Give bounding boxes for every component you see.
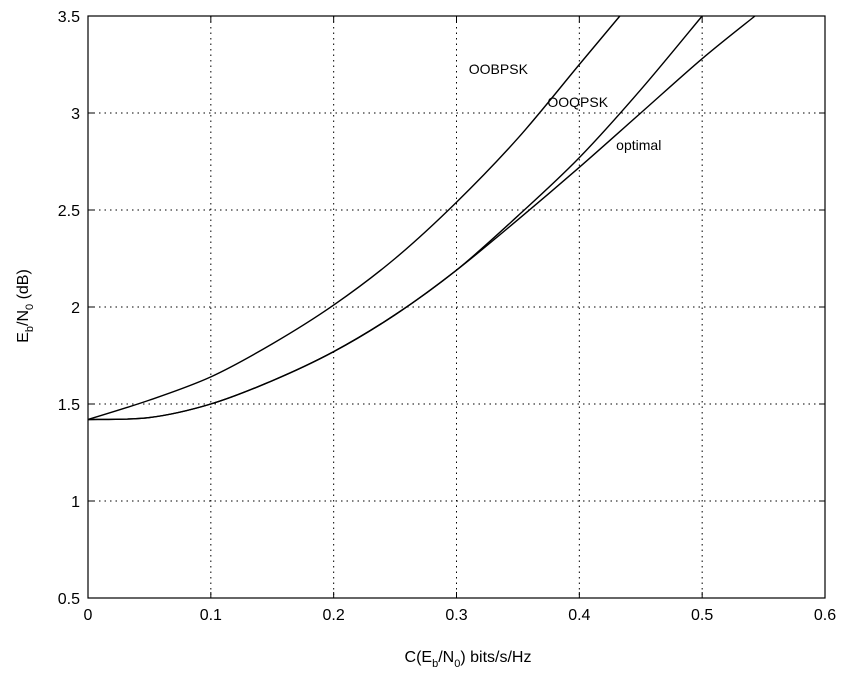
x-tick-label: 0.6 <box>814 607 836 624</box>
x-tick-label: 0.5 <box>691 607 713 624</box>
y-axis-label-pre: E <box>15 332 32 343</box>
grid-layer <box>88 16 825 598</box>
y-tick-label: 1 <box>71 494 80 511</box>
y-tick-label: 3 <box>71 106 80 123</box>
y-axis-label-sub2: 0 <box>24 304 36 310</box>
x-axis-label-sub2: 0 <box>454 658 460 670</box>
y-axis-label-mid: /N <box>15 310 32 326</box>
curve-label-oobpsk: OOBPSK <box>469 61 529 77</box>
y-axis-label-sub1: b <box>24 326 36 332</box>
x-axis-label-post: ) bits/s/Hz <box>460 649 531 666</box>
y-axis-label: Eb/N0 (dB) <box>15 269 36 343</box>
x-tick-label: 0.2 <box>323 607 345 624</box>
x-axis-label-pre: C(E <box>405 649 433 666</box>
x-tick-label: 0.3 <box>445 607 467 624</box>
curve-layer <box>87 15 756 421</box>
annotation-layer: OOBPSK OOQPSK optimal <box>469 61 662 153</box>
x-tick-label: 0.4 <box>568 607 590 624</box>
x-tick-label: 0.1 <box>200 607 222 624</box>
y-axis-label-post: (dB) <box>15 269 32 304</box>
series-line-optimal <box>87 15 756 421</box>
x-tick-label: 0 <box>84 607 93 624</box>
series-line-oobpsk <box>87 15 621 421</box>
y-tick-label: 2.5 <box>58 203 80 220</box>
curve-label-ooqpsk: OOQPSK <box>547 94 608 110</box>
x-axis-label: C(Eb/N0) bits/s/Hz <box>405 649 532 670</box>
y-tick-label: 0.5 <box>58 591 80 608</box>
x-axis-label-mid: /N <box>438 649 454 666</box>
x-axis-label-sub1: b <box>432 658 438 670</box>
y-tick-label: 1.5 <box>58 397 80 414</box>
y-tick-label: 2 <box>71 300 80 317</box>
tick-layer: 0 0.1 0.2 0.3 0.4 0.5 0.6 0.5 1 1.5 2 2.5 3 3.5 <box>58 9 836 624</box>
curve-label-optimal: optimal <box>616 137 661 153</box>
y-tick-label: 3.5 <box>58 9 80 26</box>
